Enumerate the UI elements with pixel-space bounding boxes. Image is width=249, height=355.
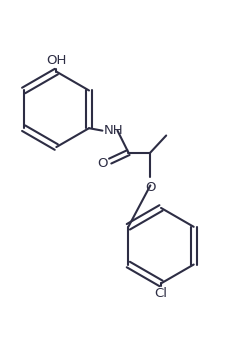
Text: NH: NH <box>104 124 123 137</box>
Text: Cl: Cl <box>155 287 168 300</box>
Text: O: O <box>97 157 107 170</box>
Text: OH: OH <box>46 54 66 67</box>
Text: O: O <box>145 181 156 194</box>
